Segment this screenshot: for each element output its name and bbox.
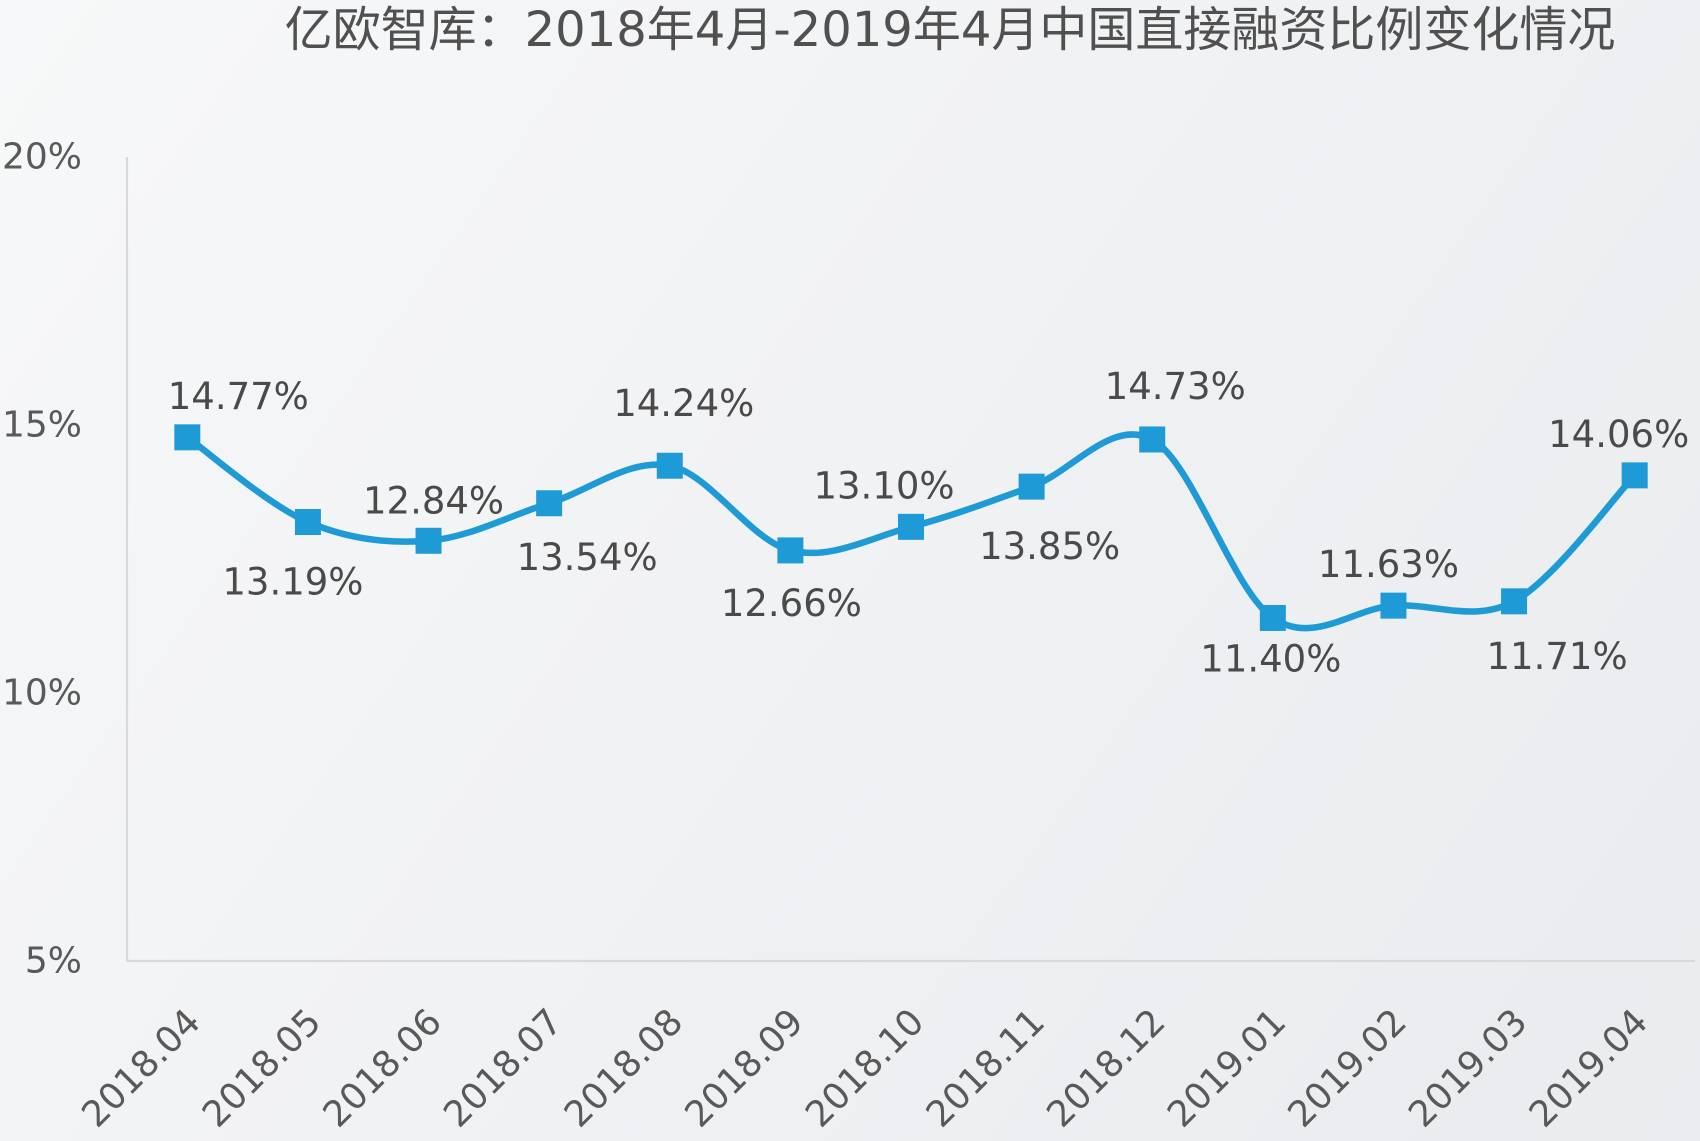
data-point-marker: [898, 513, 924, 540]
data-point-marker: [415, 527, 442, 554]
x-tick-label: 2019.01: [1160, 1001, 1294, 1135]
x-tick-label: 2018.09: [677, 1001, 811, 1135]
data-label: 13.85%: [979, 525, 1120, 568]
x-tick-label: 2018.05: [195, 1001, 329, 1135]
data-point-marker: [294, 509, 321, 536]
data-label: 14.06%: [1548, 413, 1689, 456]
data-label: 14.73%: [1105, 365, 1246, 408]
data-point-marker: [1621, 462, 1648, 489]
y-tick-label: 20%: [2, 137, 82, 178]
y-axis-tick-labels: 20% 15% 10% 5%: [2, 137, 82, 982]
x-tick-label: 2018.10: [798, 1001, 932, 1135]
x-tick-label: 2018.11: [919, 1001, 1053, 1135]
data-label: 14.24%: [613, 382, 754, 425]
data-labels: 14.77% 13.19%12.84% 13.54% 14.24% 12.66% 13.1…: [168, 365, 1689, 680]
data-label: 13.54%: [517, 536, 658, 579]
data-point-marker: [777, 537, 804, 564]
data-label: 13.19%: [222, 561, 363, 604]
y-tick-label: 15%: [2, 405, 82, 446]
x-tick-label: 2019.04: [1522, 1001, 1656, 1135]
data-point-marker: [656, 452, 683, 479]
data-label: 11.40%: [1200, 637, 1341, 680]
data-label: 14.77%: [168, 375, 309, 418]
data-point-marker: [1501, 588, 1528, 615]
data-label: 11.71%: [1487, 635, 1628, 678]
y-tick-label: 10%: [2, 673, 82, 714]
x-tick-label: 2018.07: [436, 1001, 570, 1135]
x-tick-label: 2019.03: [1401, 1001, 1535, 1135]
x-tick-label: 2018.04: [74, 1001, 208, 1135]
x-tick-label: 2018.06: [316, 1001, 450, 1135]
x-tick-label: 2018.12: [1039, 1001, 1173, 1135]
data-label: 11.63%: [1318, 543, 1459, 586]
data-point-marker: [1380, 592, 1407, 619]
x-axis-tick-labels: 2018.042018.052018.062018.072018.082018.…: [74, 1001, 1656, 1135]
data-point-marker: [536, 490, 563, 517]
data-label: 12.66%: [721, 582, 862, 625]
data-point-marker: [174, 424, 201, 451]
chart-title: 亿欧智库：2018年4月-2019年4月中国直接融资比例变化情况: [285, 2, 1616, 58]
x-tick-label: 2018.08: [557, 1001, 691, 1135]
data-point-marker: [1139, 426, 1166, 453]
data-point-markers: [174, 424, 1648, 631]
data-point-marker: [1018, 473, 1045, 500]
data-label: 13.10%: [813, 464, 954, 507]
data-point-marker: [1259, 604, 1286, 631]
x-tick-label: 2019.02: [1281, 1001, 1415, 1135]
data-label: 12.84%: [363, 479, 504, 522]
y-tick-label: 5%: [25, 941, 82, 982]
